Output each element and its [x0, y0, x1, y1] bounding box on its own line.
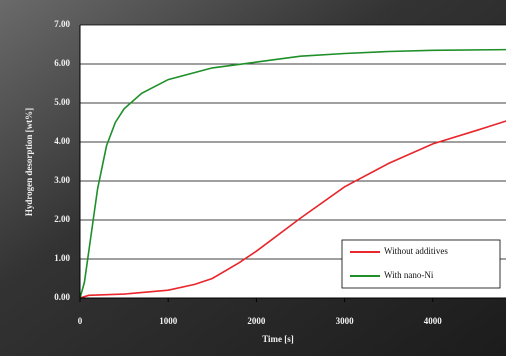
legend-box: [341, 239, 501, 289]
y-tick-label: 3.00: [54, 175, 70, 185]
data-line: [80, 48, 506, 299]
x-tick-label: 0: [78, 316, 83, 326]
y-tick-label: 2.00: [54, 214, 70, 224]
x-tick-label: 3000: [336, 316, 355, 326]
x-tick-label: 2000: [247, 316, 266, 326]
y-tick-label: 1.00: [54, 253, 70, 263]
y-tick-label: 0.00: [54, 292, 70, 302]
legend-label: Without additives: [384, 246, 448, 256]
legend: Without additives With nano-Ni: [341, 239, 501, 289]
data-line: [80, 120, 506, 299]
y-tick-label: 4.00: [54, 136, 70, 146]
y-axis-label: Hydrogen desorption [wt%]: [24, 108, 34, 216]
y-tick-label: 6.00: [54, 58, 70, 68]
y-tick-label: 5.00: [54, 97, 70, 107]
x-axis-label: Time [s]: [262, 334, 294, 344]
legend-label: With nano-Ni: [384, 270, 434, 280]
x-tick-label: 4000: [424, 316, 443, 326]
x-tick-label: 1000: [159, 316, 178, 326]
y-tick-label: 7.00: [54, 19, 70, 29]
